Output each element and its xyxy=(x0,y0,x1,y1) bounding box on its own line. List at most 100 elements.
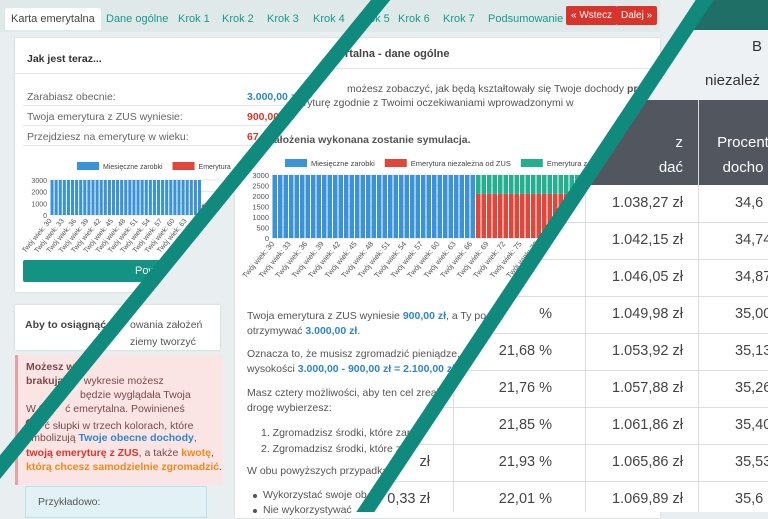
table-cell: zł xyxy=(419,454,430,470)
bullet-text: Wykorzystać swoje ob xyxy=(263,489,367,501)
bar xyxy=(311,175,316,238)
bar xyxy=(564,175,569,194)
header-cell: Procent xyxy=(717,134,768,151)
table-cell: 0,33 zł xyxy=(387,491,430,507)
nav-tab[interactable]: Krok 2 xyxy=(222,13,254,25)
text-run: możesz zobaczyć, jak będą kształtowały s… xyxy=(347,83,627,95)
text-run: drogę wybierzesz: xyxy=(247,402,332,414)
main-title: rtalna - dane ogólne xyxy=(345,48,450,60)
bar xyxy=(432,175,437,238)
summary-header xyxy=(15,38,356,74)
table-cell: 35,13 xyxy=(735,343,768,359)
bar xyxy=(448,175,453,238)
header-text: niezależ xyxy=(705,72,761,89)
bar xyxy=(344,175,349,238)
bar xyxy=(75,180,79,215)
nav-tab[interactable]: Dane ogólne xyxy=(106,13,169,25)
text-line: otrzymywać 3.000,00 zł. xyxy=(247,325,360,337)
bar xyxy=(120,180,124,215)
nav-tab[interactable]: Podsumowanie xyxy=(488,13,564,25)
table-cell: 34,6 xyxy=(735,195,764,211)
nav-tab[interactable]: Krok 6 xyxy=(398,13,430,25)
bar xyxy=(476,175,481,194)
text-run: kwotę xyxy=(181,447,211,459)
bar xyxy=(382,175,387,238)
bar xyxy=(161,180,165,215)
nav-tab[interactable]: Krok 7 xyxy=(443,13,475,25)
table-cell: 21,85 % xyxy=(498,417,552,433)
bar xyxy=(50,180,54,215)
y-tick-label: 0 xyxy=(43,213,47,220)
row-label: Twoja emerytura z ZUS wyniesie: xyxy=(27,111,183,123)
bar xyxy=(181,180,185,215)
table-cell: 34,87 xyxy=(735,269,768,285)
table-cell: 34,74 xyxy=(735,232,768,248)
nav-tab[interactable]: Karta emerytalna xyxy=(5,8,101,30)
legend-label: Miesięczne zarobki xyxy=(311,159,375,168)
row-border xyxy=(365,444,768,445)
bar xyxy=(399,175,404,238)
text-line: możesz zobaczyć, jak będą kształtowały s… xyxy=(347,83,655,95)
table-cell: % xyxy=(539,306,552,322)
legend-swatch xyxy=(285,159,307,167)
bar xyxy=(487,175,492,194)
bar xyxy=(66,180,70,215)
header-cell: docho xyxy=(722,159,764,176)
bar xyxy=(481,193,486,238)
bar xyxy=(70,180,75,215)
bar xyxy=(338,175,343,238)
bar xyxy=(300,175,305,238)
bar xyxy=(514,175,519,194)
bar xyxy=(421,175,426,238)
text-run: wysokości xyxy=(247,363,298,375)
bar xyxy=(470,175,475,238)
bar xyxy=(531,193,536,238)
bar xyxy=(454,175,459,238)
legend-label: Emerytura xyxy=(199,164,231,171)
text-line: 64 ć słupki w trzech kolorach, które xyxy=(25,416,193,433)
legend-label: Emerytura niezależna od ZUS xyxy=(411,159,511,168)
nav-tab[interactable]: Krok 1 xyxy=(178,13,210,25)
table-cell: 21,68 % xyxy=(498,343,552,359)
row-value: 3.000,00 zł xyxy=(247,91,299,103)
text-run: 3.000,00 - 900,00 zł = 2.100,00 zł xyxy=(297,363,456,375)
row-value: 67 xyxy=(247,131,259,143)
bar xyxy=(91,180,95,215)
bar xyxy=(569,175,574,194)
legend-swatch xyxy=(77,162,99,170)
bar xyxy=(547,175,552,194)
nav-tab[interactable]: Krok 3 xyxy=(267,13,299,25)
bar xyxy=(54,180,58,215)
row-separator xyxy=(23,105,356,106)
row-border xyxy=(365,407,768,408)
bar xyxy=(152,180,156,215)
bar xyxy=(371,175,376,238)
text-line: będzie wyglądała Twoja xyxy=(80,389,191,401)
example-title: Przykładowo: xyxy=(38,496,101,508)
bar xyxy=(558,175,563,194)
bar xyxy=(443,175,448,238)
bar xyxy=(503,175,508,194)
text-run: . xyxy=(219,461,223,473)
bar xyxy=(193,180,197,215)
text-line: którą chcesz samodzielnie zgromadzić. xyxy=(26,461,222,473)
bar xyxy=(520,193,525,238)
next-button[interactable]: Dalej » xyxy=(616,6,658,25)
legend-label: Emerytura z ZUS xyxy=(547,159,605,168)
table-cell: 1.049,98 zł xyxy=(612,306,683,322)
table-cell: 1.069,89 zł xyxy=(612,491,683,507)
bar xyxy=(525,193,530,238)
table-cell: 35,26 xyxy=(735,380,768,396)
text-run: 3.000,00 zł xyxy=(305,325,358,337)
row-border xyxy=(365,333,768,334)
nav-tab[interactable]: Krok 4 xyxy=(313,13,345,25)
back-button[interactable]: « Wstecz xyxy=(566,6,618,25)
stripe xyxy=(0,0,391,479)
bar xyxy=(272,175,277,238)
table-cell: 1.061,86 zł xyxy=(612,417,683,433)
header-cell: dać xyxy=(658,159,683,176)
y-tick-label: 2000 xyxy=(252,192,269,201)
table-cell: 21,93 % xyxy=(498,454,552,470)
bar xyxy=(377,175,382,238)
